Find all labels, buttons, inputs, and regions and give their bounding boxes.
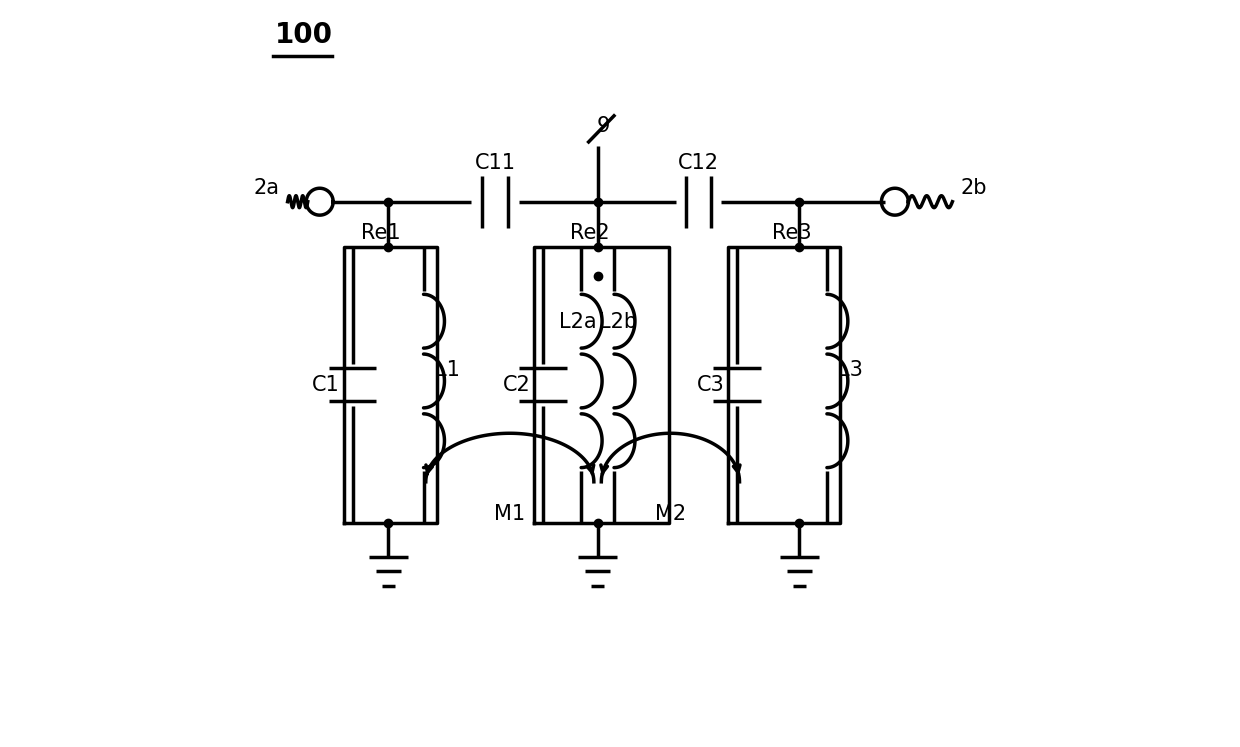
Text: C2: C2 <box>502 375 531 394</box>
Text: C12: C12 <box>678 153 719 173</box>
Text: L3: L3 <box>838 360 863 379</box>
Text: 100: 100 <box>275 21 332 49</box>
Text: M1: M1 <box>495 504 526 524</box>
Text: C11: C11 <box>475 153 516 173</box>
Text: C3: C3 <box>697 375 724 394</box>
Text: Re2: Re2 <box>570 223 610 243</box>
Text: Re3: Re3 <box>773 223 812 243</box>
Text: 2a: 2a <box>253 178 279 198</box>
Text: L1: L1 <box>435 360 460 379</box>
Text: L2b: L2b <box>599 312 637 332</box>
Text: M2: M2 <box>655 504 686 524</box>
Text: C1: C1 <box>312 375 340 394</box>
Text: L2a: L2a <box>558 312 596 332</box>
Text: 9: 9 <box>596 116 610 136</box>
Text: Re1: Re1 <box>361 223 401 243</box>
Text: 2b: 2b <box>961 178 987 198</box>
